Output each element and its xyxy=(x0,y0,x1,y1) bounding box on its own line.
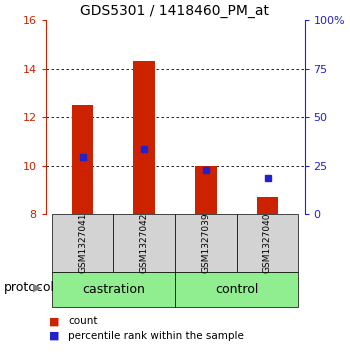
Title: GDS5301 / 1418460_PM_at: GDS5301 / 1418460_PM_at xyxy=(80,4,270,17)
Text: castration: castration xyxy=(82,283,145,295)
Text: GSM1327039: GSM1327039 xyxy=(201,213,210,273)
Text: GSM1327040: GSM1327040 xyxy=(263,213,272,273)
Bar xyxy=(237,214,298,272)
Text: ■: ■ xyxy=(49,331,60,341)
Bar xyxy=(257,197,278,214)
Text: percentile rank within the sample: percentile rank within the sample xyxy=(68,331,244,341)
Text: GSM1327042: GSM1327042 xyxy=(140,213,149,273)
Bar xyxy=(175,214,237,272)
Bar xyxy=(113,214,175,272)
Bar xyxy=(52,214,113,272)
Text: protocol: protocol xyxy=(4,281,55,294)
Bar xyxy=(175,272,298,307)
Bar xyxy=(52,272,175,307)
Text: GSM1327041: GSM1327041 xyxy=(78,213,87,273)
Bar xyxy=(133,61,155,214)
Bar xyxy=(72,105,93,214)
Text: ▶: ▶ xyxy=(33,282,42,292)
Bar xyxy=(195,166,217,214)
Text: count: count xyxy=(68,316,98,326)
Text: control: control xyxy=(215,283,258,295)
Text: ■: ■ xyxy=(49,316,60,326)
